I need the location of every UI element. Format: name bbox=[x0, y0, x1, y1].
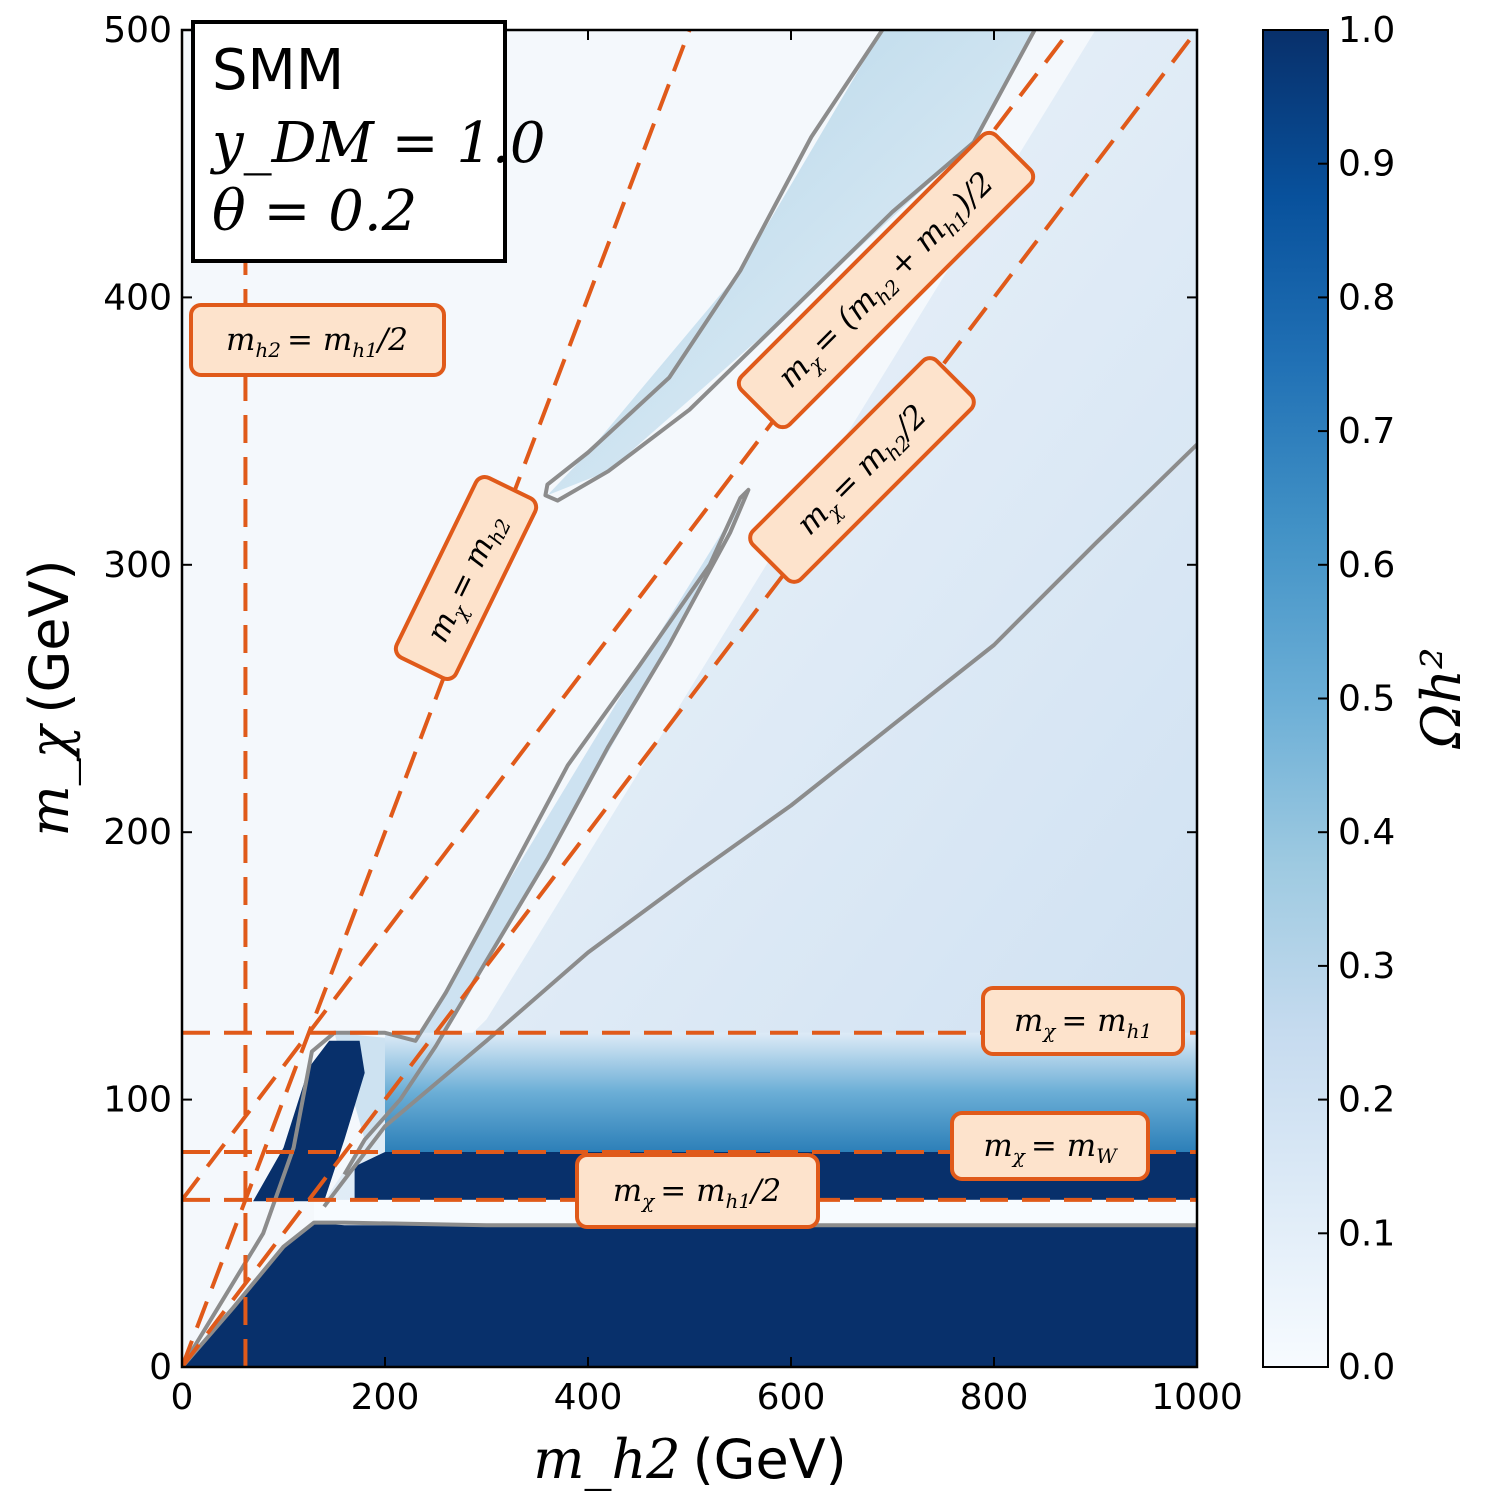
x-axis-title: m_h2 (GeV) bbox=[533, 1428, 847, 1491]
model-info-box: SMM y_DM = 1.0 θ = 0.2 bbox=[191, 20, 545, 263]
svg-text:mχ= mh1/2: mχ = mh1/2 bbox=[613, 1173, 782, 1213]
relic-contour-2 bbox=[322, 443, 1197, 1208]
colorbar: 0.0 0.1 0.2 0.3 0.4 0.5 0.6 0.7 0.8 0.9 1.0 Ωh² bbox=[1262, 10, 1473, 1388]
mixing-angle: θ = 0.2 bbox=[212, 179, 417, 244]
model-name: SMM bbox=[212, 38, 344, 103]
colorbar-tick-label: 0.4 bbox=[1338, 812, 1395, 853]
label-hline-h1: mχ = mh1 bbox=[981, 986, 1185, 1056]
svg-text:mχ= mW: mχ = mW bbox=[983, 1128, 1118, 1168]
colorbar-tick-label: 0.0 bbox=[1338, 1347, 1395, 1388]
colorbar-tick-label: 0.7 bbox=[1338, 411, 1395, 452]
colorbar-ticks: 0.0 0.1 0.2 0.3 0.4 0.5 0.6 0.7 0.8 0.9 1.0 bbox=[1318, 10, 1395, 1388]
svg-text:mχ= mh1: mχ = mh1 bbox=[1014, 1003, 1152, 1043]
colorbar-tick-label: 0.5 bbox=[1338, 679, 1395, 720]
x-tick-label: 1000 bbox=[1151, 1377, 1243, 1418]
ref-line-4 bbox=[182, 30, 692, 1367]
label-diag-h2: mχ= mh2 bbox=[393, 475, 539, 681]
colorbar-tick-label: 0.3 bbox=[1338, 946, 1395, 987]
colorbar-tick-label: 0.8 bbox=[1338, 277, 1395, 318]
svg-text:mh2= mh1/2: mh2 = mh1/2 bbox=[226, 322, 408, 362]
y-tick-label: 0 bbox=[149, 1347, 172, 1388]
heatmap-lower-wedge bbox=[324, 30, 1197, 1202]
colorbar-gradient bbox=[1262, 29, 1329, 1368]
x-tick-label: 0 bbox=[171, 1377, 194, 1418]
label-hline-w: mχ = mW bbox=[950, 1111, 1150, 1181]
coupling-value: y_DM = 1.0 bbox=[209, 111, 545, 176]
label-vline-half-h1: mh2 = mh1/2 bbox=[189, 303, 446, 377]
relic-contour-1 bbox=[182, 487, 751, 1367]
colorbar-tick-label: 1.0 bbox=[1338, 10, 1395, 51]
y-axis-title: m_χ(GeV) bbox=[18, 559, 81, 836]
colorbar-tick-label: 0.6 bbox=[1338, 545, 1395, 586]
ref-line-6 bbox=[182, 30, 1197, 1367]
line-labels: mh2 = mh1/2 mχ = mh1 mχ = mW mχ = mh1/2 mχ= … bbox=[189, 130, 1185, 1229]
x-tick-label: 200 bbox=[351, 1377, 420, 1418]
x-tick-label: 600 bbox=[757, 1377, 826, 1418]
relic-contour-3 bbox=[543, 30, 1037, 503]
colorbar-tick-label: 0.1 bbox=[1338, 1213, 1395, 1254]
x-tick-label: 400 bbox=[554, 1377, 623, 1418]
y-tick-label: 500 bbox=[103, 10, 172, 51]
label-diag-half-h2: mχ= mh2/2 bbox=[748, 356, 976, 584]
y-tick-label: 100 bbox=[103, 1080, 172, 1121]
label-hline-half-h1: mχ = mh1/2 bbox=[575, 1153, 820, 1229]
x-tick-label: 800 bbox=[960, 1377, 1029, 1418]
colorbar-label: Ωh² bbox=[1410, 647, 1473, 749]
plot-frame bbox=[180, 28, 1199, 1369]
y-tick-label: 300 bbox=[103, 545, 172, 586]
y-tick-label: 200 bbox=[103, 812, 172, 853]
y-tick-label: 400 bbox=[103, 277, 172, 318]
heatmap-overabundant-low bbox=[182, 1222, 1197, 1367]
colorbar-tick-label: 0.9 bbox=[1338, 144, 1395, 185]
axis-ticks: 0 200 400 600 800 1000 0 100 200 300 400 500 bbox=[103, 10, 1243, 1418]
colorbar-tick-label: 0.2 bbox=[1338, 1080, 1395, 1121]
heatmap-funnel bbox=[334, 489, 749, 1140]
